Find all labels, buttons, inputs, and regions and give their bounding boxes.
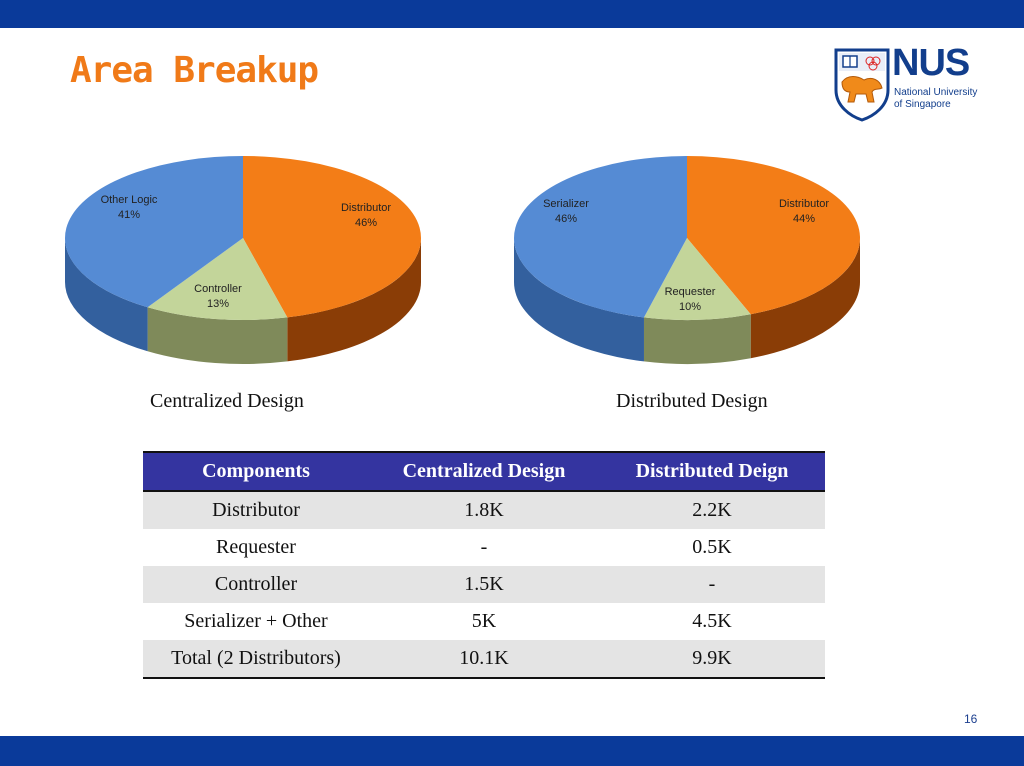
pie-chart-distributed: Distributor 44% Requester 10% Serializer 46% — [513, 156, 860, 364]
slide-title: Area Breakup — [70, 50, 319, 91]
pie-side-distributor — [287, 238, 421, 362]
cell-component: Serializer + Other — [143, 603, 369, 640]
nus-logo: NUS National University of Singapore — [834, 42, 994, 122]
pie-value-distributor: 44% — [793, 213, 815, 225]
cell-component: Distributor — [143, 491, 369, 529]
pie-slice-requester — [643, 238, 751, 320]
table-row: Distributor 1.8K 2.2K — [143, 491, 825, 529]
caption-distributed: Distributed Design — [616, 390, 768, 412]
header-centralized: Centralized Design — [369, 451, 599, 492]
pie-value-serializer: 46% — [555, 213, 577, 225]
pie-charts-area: Distributor 46% Controller 13% Other Logic 41… — [65, 156, 860, 364]
bottom-banner-bar — [0, 736, 1024, 766]
pie-side-requester — [643, 314, 751, 364]
logo-subtitle-line2: of Singapore — [894, 99, 951, 110]
cell-distributed: 2.2K — [599, 491, 825, 529]
cell-component: Requester — [143, 529, 369, 566]
cell-centralized: 1.5K — [369, 566, 599, 603]
table-row: Serializer + Other 5K 4.5K — [143, 603, 825, 640]
pie-slice-other-logic — [65, 156, 244, 308]
nus-crest-icon — [834, 48, 890, 122]
table-row: Requester - 0.5K — [143, 529, 825, 566]
pie-slice-controller — [147, 238, 288, 320]
pie-label-requester: Requester — [665, 286, 716, 298]
pie-label-controller: Controller — [194, 283, 242, 295]
table-row: Controller 1.5K - — [143, 566, 825, 603]
pie-side-serializer — [514, 238, 644, 362]
cell-distributed: 4.5K — [599, 603, 825, 640]
pie-side-other-logic — [65, 238, 148, 352]
cell-distributed: 9.9K — [599, 640, 825, 679]
cell-centralized: 5K — [369, 603, 599, 640]
logo-wordmark: NUS — [892, 42, 970, 84]
cell-centralized: 10.1K — [369, 640, 599, 679]
pie-value-requester: 10% — [679, 301, 701, 313]
header-components: Components — [143, 451, 369, 492]
pie-chart-centralized: Distributor 46% Controller 13% Other Logic 41… — [65, 156, 422, 364]
pie-side-distributor — [750, 238, 860, 359]
pie-label-distributor: Distributor — [341, 202, 391, 214]
cell-centralized: 1.8K — [369, 491, 599, 529]
top-banner-bar — [0, 0, 1024, 28]
page-number: 16 — [964, 712, 978, 726]
pie-side-controller — [147, 307, 288, 364]
table-row: Total (2 Distributors) 10.1K 9.9K — [143, 640, 825, 679]
pie-value-controller: 13% — [207, 298, 229, 310]
pie-slice-distributor — [687, 156, 860, 315]
pie-slice-serializer — [513, 156, 687, 318]
pie-value-other-logic: 41% — [118, 209, 140, 221]
pie-label-other-logic: Other Logic — [101, 194, 158, 206]
pie-label-distributor: Distributor — [779, 198, 829, 210]
pie-slice-distributor — [243, 156, 422, 318]
pie-label-serializer: Serializer — [543, 198, 589, 210]
cell-distributed: - — [599, 566, 825, 603]
area-breakup-table: Components Centralized Design Distribute… — [143, 451, 825, 679]
table-header-row: Components Centralized Design Distribute… — [143, 451, 825, 492]
cell-distributed: 0.5K — [599, 529, 825, 566]
cell-centralized: - — [369, 529, 599, 566]
logo-subtitle-line1: National University — [894, 87, 978, 98]
pie-value-distributor: 46% — [355, 217, 377, 229]
header-distributed: Distributed Deign — [599, 451, 825, 492]
cell-component: Controller — [143, 566, 369, 603]
caption-centralized: Centralized Design — [150, 390, 304, 412]
cell-component: Total (2 Distributors) — [143, 640, 369, 679]
